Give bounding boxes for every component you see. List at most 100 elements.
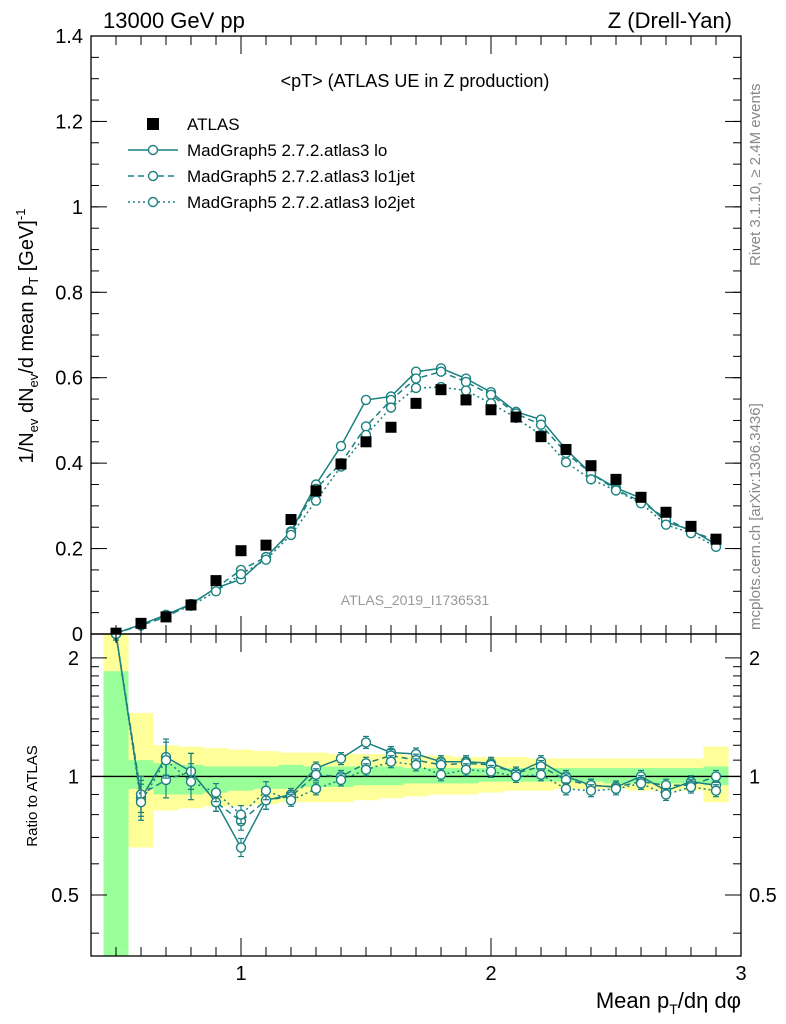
mcplots-label: mcplots.cern.ch [arXiv:1306.3436]: [747, 403, 764, 630]
ratio-y-tick-label-right: 2: [749, 648, 760, 670]
ratio-series-1-point: [360, 737, 372, 748]
mc-series-2-point: [410, 373, 422, 384]
mc-series-3-point: [385, 402, 397, 413]
mc-series-1-point: [335, 440, 347, 452]
ratio-series-3-point: [310, 783, 322, 795]
atlas-data-point: [635, 491, 647, 503]
ratio-series-1-point: [335, 753, 347, 764]
mc-series-2-point: [360, 421, 372, 432]
ratio-series-3-point: [235, 809, 247, 820]
ratio-series-3-point: [135, 797, 147, 808]
ratio-series-1-point: [235, 842, 247, 853]
green-band-bin: [103, 671, 129, 956]
atlas-data-point: [485, 404, 497, 416]
axes-group: 0 0.2 0.4 0.6 0.8 1 1.2 1.4 1 2 3 0.5 0.5 1 1 2 2: [51, 26, 777, 985]
legend-marker-2: [147, 170, 159, 182]
ratio-series-3-point: [210, 787, 222, 798]
main-y-tick-label: 0.6: [55, 368, 83, 390]
atlas-data-point: [610, 473, 622, 485]
atlas-data-point: [210, 575, 222, 587]
atlas-data-point: [660, 506, 672, 518]
ratio-uncertainty-bands: [91, 634, 741, 956]
ratio-series-3-point: [610, 783, 622, 795]
mc-series-3-point: [610, 485, 622, 496]
atlas-data-point: [310, 485, 322, 497]
ratio-series-group: [110, 634, 722, 858]
green-band-bin: [403, 768, 429, 784]
atlas-data-point: [360, 436, 372, 448]
ratio-y-tick-label-right: 0.5: [749, 885, 777, 907]
ratio-y-axis-label: Ratio to ATLAS: [24, 745, 41, 846]
main-y-tick-label: 0.8: [55, 282, 83, 304]
mc-series-2-point: [535, 419, 547, 430]
ratio-series-3-point: [585, 785, 597, 796]
legend-marker-3: [147, 196, 159, 208]
header-left: 13000 GeV pp: [103, 8, 245, 33]
legend: ATLAS MadGraph5 2.7.2.atlas3 lo MadGraph5 …: [128, 115, 415, 212]
ratio-series-3-point: [410, 759, 422, 771]
ratio-series-1-line: [115, 634, 717, 850]
main-y-tick-label: 0.2: [55, 539, 83, 561]
ratio-y-tick-label: 0.5: [51, 885, 79, 907]
plot-title: <pT> (ATLAS UE in Z production): [281, 71, 550, 91]
green-band-bin: [603, 768, 629, 784]
atlas-data-point: [335, 458, 347, 470]
atlas-data-point: [385, 421, 397, 433]
x-tick-label: 3: [735, 963, 746, 985]
header-right: Z (Drell-Yan): [608, 8, 732, 33]
legend-marker-1: [147, 144, 159, 156]
main-y-tick-label: 1: [72, 197, 83, 219]
ratio-series-3-point: [335, 774, 347, 786]
ratio-series-3-point: [660, 789, 672, 800]
legend-label-1: MadGraph5 2.7.2.atlas3 lo: [187, 141, 387, 160]
mc-series-3-point: [585, 474, 597, 485]
ratio-series-2-point: [310, 769, 322, 780]
ratio-series-3-point: [485, 766, 497, 777]
atlas-data-point: [435, 384, 447, 396]
main-y-axis-label: 1/Nev dNev/d mean pT [GeV]-1: [13, 209, 41, 464]
x-axis-label: Mean pT/dη dφ: [596, 988, 741, 1017]
ratio-plot-frame: [90, 633, 742, 957]
mc-series-2-point: [435, 366, 447, 377]
ratio-series-2-point: [435, 759, 447, 771]
rivet-label: Rivet 3.1.10, ≥ 2.4M events: [747, 84, 764, 267]
main-y-tick-label: 0.4: [55, 453, 83, 475]
atlas-data-point: [510, 411, 522, 423]
atlas-data-point: [260, 539, 272, 551]
ratio-series-3-point: [685, 781, 697, 793]
ratio-y-tick-label: 1: [68, 766, 79, 788]
ratio-series-3-point: [535, 769, 547, 780]
ratio-series-3-point: [435, 769, 447, 780]
mc-series-3-point: [460, 385, 472, 396]
ratio-series-3-point: [510, 771, 522, 782]
mc-series-3-point: [560, 457, 572, 468]
x-tick-label: 1: [235, 963, 246, 985]
main-y-tick-label: 1.4: [55, 26, 83, 48]
atlas-data-point: [135, 617, 147, 629]
mc-series-3-point: [410, 382, 422, 394]
atlas-data-point: [710, 533, 722, 545]
ratio-series-2-point: [710, 771, 722, 782]
ratio-series-3-point: [560, 783, 572, 795]
ratio-series-3-point: [260, 785, 272, 796]
ratio-series-3-point: [285, 795, 297, 806]
x-tick-label: 2: [485, 963, 496, 985]
mc-series-1-point: [360, 394, 372, 406]
ratio-series-3-point: [160, 754, 172, 766]
atlas-data-point: [585, 460, 597, 472]
green-band-bin: [228, 766, 254, 791]
atlas-data-point: [685, 520, 697, 532]
legend-label-2: MadGraph5 2.7.2.atlas3 lo1jet: [187, 167, 415, 186]
mc-series-3-point: [210, 586, 222, 597]
ratio-series-3-point: [635, 778, 647, 789]
mc-series-3-point: [260, 554, 272, 565]
atlas-data-point: [410, 397, 422, 409]
main-series-group: [110, 363, 722, 634]
mc-series-2-point: [485, 389, 497, 400]
ratio-series-3-point: [710, 785, 722, 796]
ratio-series-3-point: [185, 776, 197, 787]
ratio-y-tick-label: 2: [68, 648, 79, 670]
atlas-data-point: [535, 431, 547, 443]
analysis-watermark: ATLAS_2019_I1736531: [341, 592, 490, 608]
